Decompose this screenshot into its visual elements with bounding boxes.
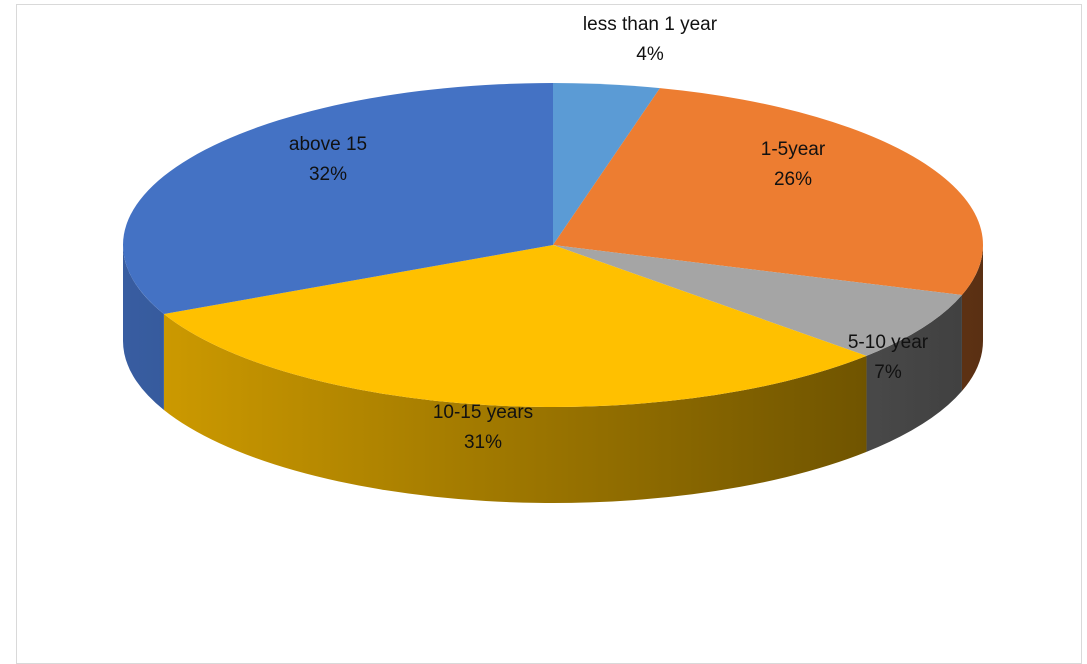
data-label-category: 5-10 year [848, 332, 929, 353]
data-label-percent: 7% [874, 362, 902, 383]
data-label-percent: 4% [636, 44, 664, 65]
data-label-category: 10-15 years [433, 402, 533, 423]
pie-slice-5-10-year [553, 245, 962, 356]
pie-side-above-15 [123, 245, 164, 410]
pie-side-1-5year [961, 245, 983, 392]
pie-slice-less-than-1-year [553, 83, 660, 245]
data-label-percent: 32% [309, 164, 347, 185]
pie-side-5-10-year [866, 295, 962, 452]
data-label-percent: 26% [774, 169, 812, 190]
data-label-percent: 31% [464, 432, 502, 453]
pie-slice-1-5year [553, 88, 983, 296]
data-label-category: 1-5year [761, 139, 826, 160]
pie-slice-10-15-years [163, 245, 867, 408]
data-label-category: less than 1 year [583, 14, 718, 35]
pie-side-10-15-years [163, 313, 867, 503]
pie-slice-above-15 [122, 83, 553, 314]
data-label-category: above 15 [289, 134, 367, 155]
